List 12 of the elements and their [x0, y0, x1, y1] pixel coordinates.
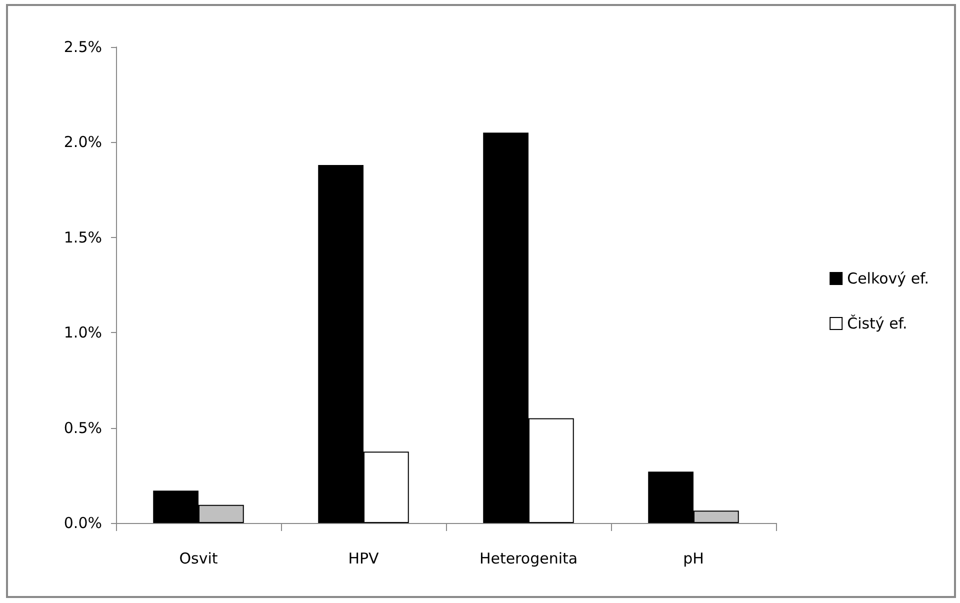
x-tick-label: Heterogenita	[479, 550, 578, 568]
x-tick-label: Osvit	[179, 550, 218, 568]
legend-label: Čistý ef.	[847, 314, 908, 332]
x-tick-label: HPV	[348, 550, 380, 568]
y-tick-label: 0.0%	[64, 514, 102, 532]
y-tick-label: 1.5%	[64, 228, 102, 246]
y-tick-label: 0.5%	[64, 418, 102, 437]
y-tick-label: 2.5%	[64, 38, 102, 56]
legend-label: Celkový ef.	[847, 270, 930, 288]
x-tick-label: pH	[683, 550, 704, 568]
y-tick-label: 1.0%	[64, 324, 102, 342]
y-tick-label: 2.0%	[64, 133, 102, 152]
